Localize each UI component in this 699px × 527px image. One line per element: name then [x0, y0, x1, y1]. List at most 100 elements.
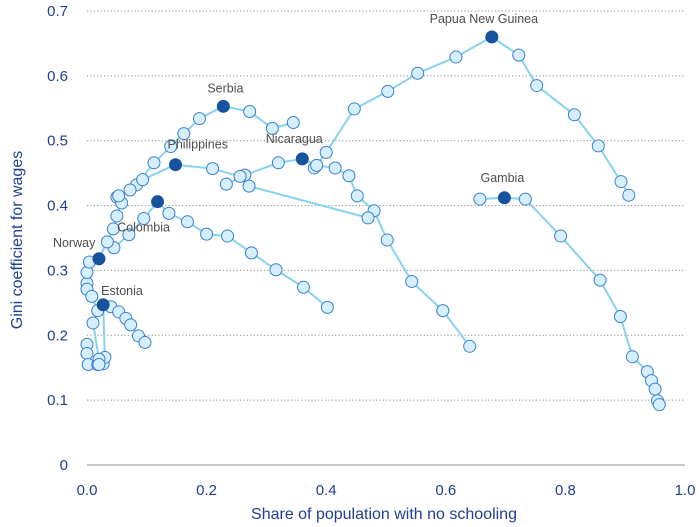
data-point	[106, 222, 120, 236]
data-point	[219, 177, 233, 191]
data-point	[265, 121, 279, 135]
data-point	[177, 127, 191, 141]
x-tick-label: 0.2	[196, 482, 217, 499]
data-point	[361, 211, 375, 225]
y-tick-label: 0.7	[47, 3, 68, 20]
highlight-point	[497, 191, 511, 205]
data-point	[512, 48, 526, 62]
data-point	[243, 105, 257, 119]
data-point	[123, 183, 137, 197]
highlight-point	[169, 158, 183, 172]
data-point	[110, 209, 124, 223]
data-points	[80, 30, 666, 412]
data-point	[342, 169, 356, 183]
x-tick-label: 0.6	[435, 482, 456, 499]
data-point	[613, 309, 627, 323]
data-point	[436, 304, 450, 318]
country-label: Norway	[53, 236, 96, 250]
data-point	[138, 335, 152, 349]
country-label: Papua New Guinea	[430, 12, 538, 26]
series-line	[313, 35, 630, 196]
highlight-point	[295, 152, 309, 166]
data-point	[319, 145, 333, 159]
data-point	[242, 179, 256, 193]
data-point	[296, 280, 310, 294]
data-point	[206, 162, 220, 176]
highlight-point	[96, 298, 110, 312]
data-point	[136, 173, 150, 187]
series-line	[479, 196, 661, 406]
data-point	[112, 189, 126, 203]
y-tick-label: 0.3	[47, 262, 68, 279]
country-label: Serbia	[207, 81, 243, 95]
data-point	[405, 274, 419, 288]
data-point	[180, 215, 194, 229]
country-label: Estonia	[101, 284, 143, 298]
data-point	[85, 289, 99, 303]
data-point	[381, 84, 395, 98]
y-tick-label: 0.5	[47, 133, 68, 150]
highlight-point	[92, 252, 106, 266]
data-point	[162, 206, 176, 220]
data-point	[192, 112, 206, 126]
y-tick-label: 0.6	[47, 68, 68, 85]
x-axis-title: Share of population with no schooling	[251, 506, 517, 523]
data-point	[100, 235, 114, 249]
country-label: Colombia	[117, 221, 170, 235]
data-point	[124, 318, 138, 332]
data-point	[244, 246, 258, 260]
data-point	[530, 79, 544, 93]
data-point	[463, 339, 477, 353]
x-tick-label: 0.4	[316, 482, 337, 499]
y-tick-label: 0.4	[47, 198, 68, 215]
data-point	[350, 189, 364, 203]
data-point	[269, 263, 283, 277]
gridlines	[87, 10, 685, 466]
data-point	[86, 316, 100, 330]
data-point	[286, 116, 300, 130]
data-point	[200, 227, 214, 241]
tick-labels: 0 0.1 0.2 0.3 0.4 0.5 0.6 0.7 0.0 0.2 0.4 0.6 0.8 1.0	[47, 3, 695, 499]
data-point	[320, 300, 334, 314]
data-point	[310, 158, 324, 172]
y-tick-label: 0	[60, 457, 68, 474]
data-point	[518, 192, 532, 206]
y-tick-label: 0.2	[47, 327, 68, 344]
data-point	[449, 50, 463, 64]
country-labels: Papua New Guinea Serbia Nicaragua Philippin…	[53, 12, 538, 298]
data-point	[137, 212, 151, 226]
data-point	[328, 161, 342, 175]
y-axis-title: Gini coefficient for wages	[9, 151, 26, 329]
data-point	[473, 192, 487, 206]
data-point	[233, 169, 247, 183]
country-label: Nicaragua	[266, 132, 323, 146]
data-point	[625, 350, 639, 364]
data-point	[122, 228, 136, 242]
country-label: Philippines	[168, 138, 228, 152]
data-point	[652, 398, 666, 412]
y-tick-label: 0.1	[47, 392, 68, 409]
data-point	[622, 188, 636, 202]
data-point	[271, 156, 285, 170]
highlight-point	[485, 30, 499, 44]
data-point	[567, 108, 581, 122]
data-point	[221, 229, 235, 243]
series-line	[225, 157, 471, 347]
country-label: Gambia	[481, 171, 525, 185]
data-point	[92, 357, 106, 371]
x-tick-label: 0.8	[555, 482, 576, 499]
data-point	[411, 66, 425, 80]
data-point	[593, 273, 607, 287]
highlight-point	[216, 99, 230, 113]
data-point	[164, 140, 178, 154]
data-point	[347, 102, 361, 116]
data-point	[554, 229, 568, 243]
data-point	[591, 139, 605, 153]
x-tick-label: 0.0	[77, 482, 98, 499]
data-point	[648, 382, 662, 396]
data-point	[80, 346, 94, 360]
highlight-point	[151, 195, 165, 209]
data-point	[614, 175, 628, 189]
